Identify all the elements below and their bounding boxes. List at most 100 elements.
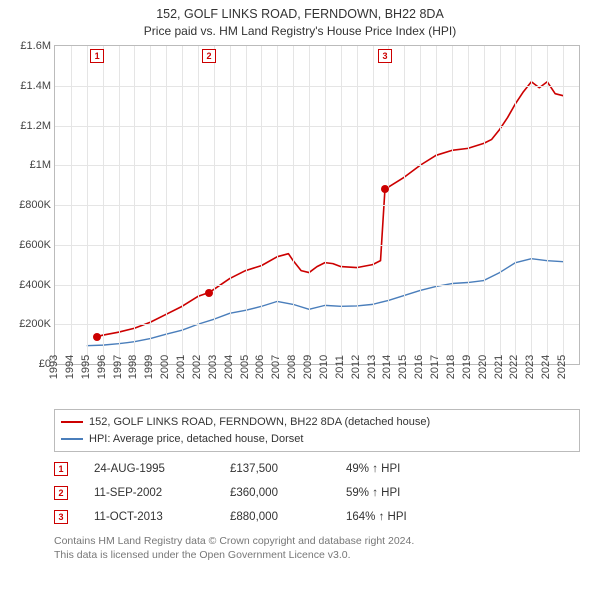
gridline-v (150, 46, 151, 364)
gridline-v (277, 46, 278, 364)
gridline-v (134, 46, 135, 364)
x-tick-label: 2025 (556, 355, 568, 379)
x-tick-label: 2016 (413, 355, 425, 379)
sale-marker-icon: 3 (378, 49, 392, 63)
x-tick-label: 2019 (461, 355, 473, 379)
x-tick-label: 2006 (254, 355, 266, 379)
gridline-v (325, 46, 326, 364)
legend-label: HPI: Average price, detached house, Dors… (89, 431, 303, 448)
gridline-v (373, 46, 374, 364)
x-tick-label: 2011 (334, 355, 346, 379)
x-tick-label: 2024 (540, 355, 552, 379)
legend-item: 152, GOLF LINKS ROAD, FERNDOWN, BH22 8DA… (61, 414, 573, 431)
gridline-v (261, 46, 262, 364)
x-tick-label: 1993 (48, 355, 60, 379)
gridline-v (563, 46, 564, 364)
sale-marker-icon: 1 (54, 462, 68, 476)
gridline-v (230, 46, 231, 364)
table-row: 3 11-OCT-2013 £880,000 164% ↑ HPI (54, 510, 580, 524)
gridline-v (341, 46, 342, 364)
x-tick-label: 2014 (381, 355, 393, 379)
sale-pct: 49% ↑ HPI (346, 463, 400, 475)
x-tick-label: 2009 (302, 355, 314, 379)
x-tick-label: 2020 (477, 355, 489, 379)
y-tick-label: £1.2M (20, 120, 51, 132)
footer: Contains HM Land Registry data © Crown c… (54, 534, 580, 562)
y-tick-label: £1.6M (20, 40, 51, 52)
sale-marker-icon: 3 (54, 510, 68, 524)
footer-line: This data is licensed under the Open Gov… (54, 548, 580, 562)
table-row: 2 11-SEP-2002 £360,000 59% ↑ HPI (54, 486, 580, 500)
x-tick-label: 1999 (143, 355, 155, 379)
gridline-v (71, 46, 72, 364)
x-tick-label: 2000 (159, 355, 171, 379)
gridline-v (293, 46, 294, 364)
x-tick-label: 2018 (445, 355, 457, 379)
gridline-v (452, 46, 453, 364)
x-tick-label: 2005 (239, 355, 251, 379)
x-tick-label: 1996 (96, 355, 108, 379)
sale-price: £880,000 (230, 511, 320, 523)
sale-marker-icon: 2 (54, 486, 68, 500)
legend-swatch (61, 438, 83, 440)
gridline-v (198, 46, 199, 364)
sale-dot (381, 185, 389, 193)
sale-dot (93, 333, 101, 341)
gridline-v (388, 46, 389, 364)
x-tick-label: 2021 (493, 355, 505, 379)
x-tick-label: 2007 (270, 355, 282, 379)
gridline-v (309, 46, 310, 364)
sale-price: £137,500 (230, 463, 320, 475)
x-tick-label: 1995 (80, 355, 92, 379)
legend-item: HPI: Average price, detached house, Dors… (61, 431, 573, 448)
x-tick-label: 1994 (64, 355, 76, 379)
x-axis-labels: 1993199419951996199719981999200020012002… (54, 365, 580, 401)
x-tick-label: 2012 (350, 355, 362, 379)
gridline-v (119, 46, 120, 364)
y-tick-label: £200K (19, 318, 51, 330)
y-tick-label: £600K (19, 239, 51, 251)
gridline-v (531, 46, 532, 364)
x-tick-label: 2010 (318, 355, 330, 379)
gridline-v (166, 46, 167, 364)
gridline-v (500, 46, 501, 364)
chart-container: 152, GOLF LINKS ROAD, FERNDOWN, BH22 8DA… (0, 0, 600, 590)
sale-date: 11-OCT-2013 (94, 511, 204, 523)
footer-line: Contains HM Land Registry data © Crown c… (54, 534, 580, 548)
gridline-v (484, 46, 485, 364)
gridline-v (214, 46, 215, 364)
gridline-v (515, 46, 516, 364)
sale-pct: 164% ↑ HPI (346, 511, 407, 523)
x-tick-label: 2022 (508, 355, 520, 379)
sale-dot (205, 289, 213, 297)
gridline-v (420, 46, 421, 364)
x-tick-label: 2023 (524, 355, 536, 379)
x-tick-label: 1998 (127, 355, 139, 379)
sale-pct: 59% ↑ HPI (346, 487, 400, 499)
gridline-v (182, 46, 183, 364)
legend: 152, GOLF LINKS ROAD, FERNDOWN, BH22 8DA… (54, 409, 580, 452)
x-tick-label: 1997 (112, 355, 124, 379)
y-tick-label: £1.4M (20, 80, 51, 92)
sale-date: 24-AUG-1995 (94, 463, 204, 475)
sale-marker-icon: 2 (202, 49, 216, 63)
gridline-v (87, 46, 88, 364)
legend-label: 152, GOLF LINKS ROAD, FERNDOWN, BH22 8DA… (89, 414, 430, 431)
chart-title: 152, GOLF LINKS ROAD, FERNDOWN, BH22 8DA (10, 6, 590, 23)
sales-table: 1 24-AUG-1995 £137,500 49% ↑ HPI 2 11-SE… (54, 462, 580, 524)
sale-marker-icon: 1 (90, 49, 104, 63)
gridline-v (404, 46, 405, 364)
x-tick-label: 2013 (366, 355, 378, 379)
gridline-v (547, 46, 548, 364)
sale-date: 11-SEP-2002 (94, 487, 204, 499)
y-tick-label: £400K (19, 279, 51, 291)
x-tick-label: 2008 (286, 355, 298, 379)
table-row: 1 24-AUG-1995 £137,500 49% ↑ HPI (54, 462, 580, 476)
plot-area: £0£200K£400K£600K£800K£1M£1.2M£1.4M£1.6M… (54, 45, 580, 365)
x-tick-label: 2015 (397, 355, 409, 379)
x-tick-label: 2004 (223, 355, 235, 379)
y-tick-label: £1M (30, 159, 51, 171)
gridline-v (468, 46, 469, 364)
x-tick-label: 2017 (429, 355, 441, 379)
chart-subtitle: Price paid vs. HM Land Registry's House … (10, 23, 590, 39)
